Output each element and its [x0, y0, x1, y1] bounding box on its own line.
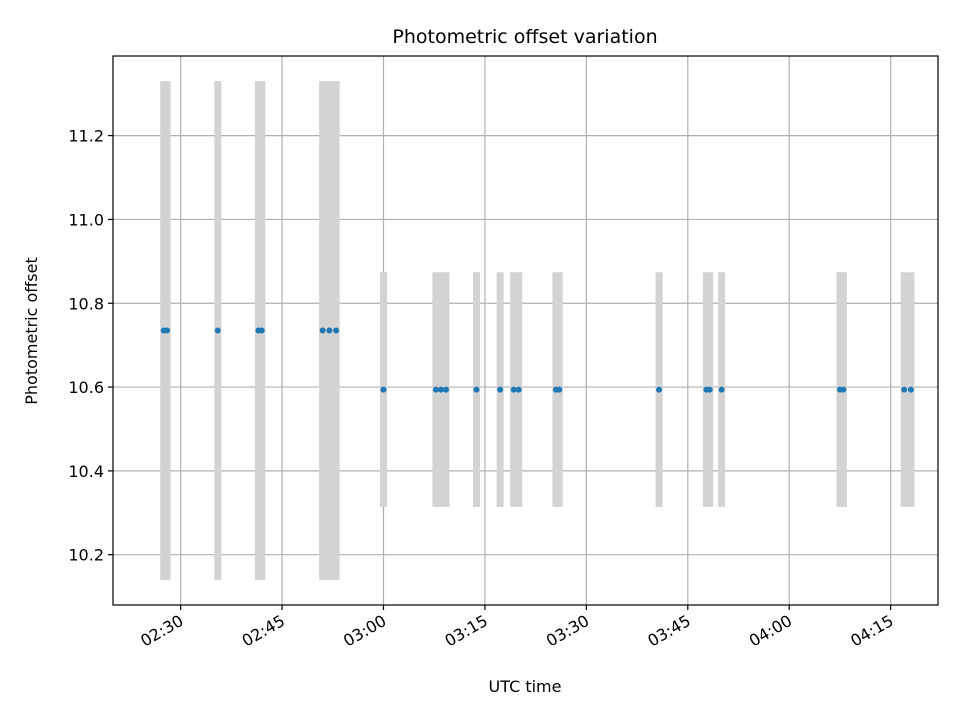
chart-title: Photometric offset variation: [392, 26, 657, 48]
data-point: [214, 327, 221, 334]
data-point: [380, 386, 387, 393]
error-bar-layer: [160, 81, 915, 580]
y-tick-label: 11.2: [68, 127, 104, 146]
y-tick-label: 10.2: [68, 546, 104, 565]
x-tick-label: 03:15: [441, 611, 490, 651]
data-point: [432, 386, 439, 393]
y-tick-label: 10.6: [68, 378, 104, 397]
y-tick-label: 10.4: [68, 462, 104, 481]
data-point: [907, 386, 914, 393]
grid-layer: [113, 56, 938, 605]
data-point: [473, 386, 480, 393]
data-point: [901, 386, 908, 393]
plot-area-frame: [112, 55, 939, 606]
data-point: [515, 386, 522, 393]
data-point: [718, 386, 725, 393]
data-point: [437, 386, 444, 393]
point-layer: [160, 327, 914, 393]
x-tick-label: 03:45: [644, 611, 693, 651]
x-axis-label: UTC time: [489, 677, 562, 696]
y-axis-label: Photometric offset: [22, 257, 41, 405]
data-point: [443, 386, 450, 393]
data-point: [326, 327, 333, 334]
data-point: [510, 386, 517, 393]
x-tick-label: 04:00: [746, 611, 795, 651]
data-point: [333, 327, 340, 334]
x-tick-label: 03:30: [543, 611, 592, 651]
data-point: [258, 327, 265, 334]
x-tick-label: 03:00: [340, 611, 389, 651]
data-point: [706, 386, 713, 393]
y-tick-label: 10.8: [68, 294, 104, 313]
data-point: [656, 386, 663, 393]
x-tick-label: 04:15: [847, 611, 896, 651]
x-tick-label: 02:45: [239, 611, 288, 651]
x-tick-label: 02:30: [137, 611, 186, 651]
data-point: [319, 327, 326, 334]
data-point: [840, 386, 847, 393]
tick-layer: 02:30 02:45 03:00 03:15 03:30 03:45 04:00 04:15…: [68, 127, 896, 651]
y-tick-label: 11.0: [68, 210, 104, 229]
data-point: [556, 386, 563, 393]
data-point: [164, 327, 171, 334]
data-point: [497, 386, 504, 393]
